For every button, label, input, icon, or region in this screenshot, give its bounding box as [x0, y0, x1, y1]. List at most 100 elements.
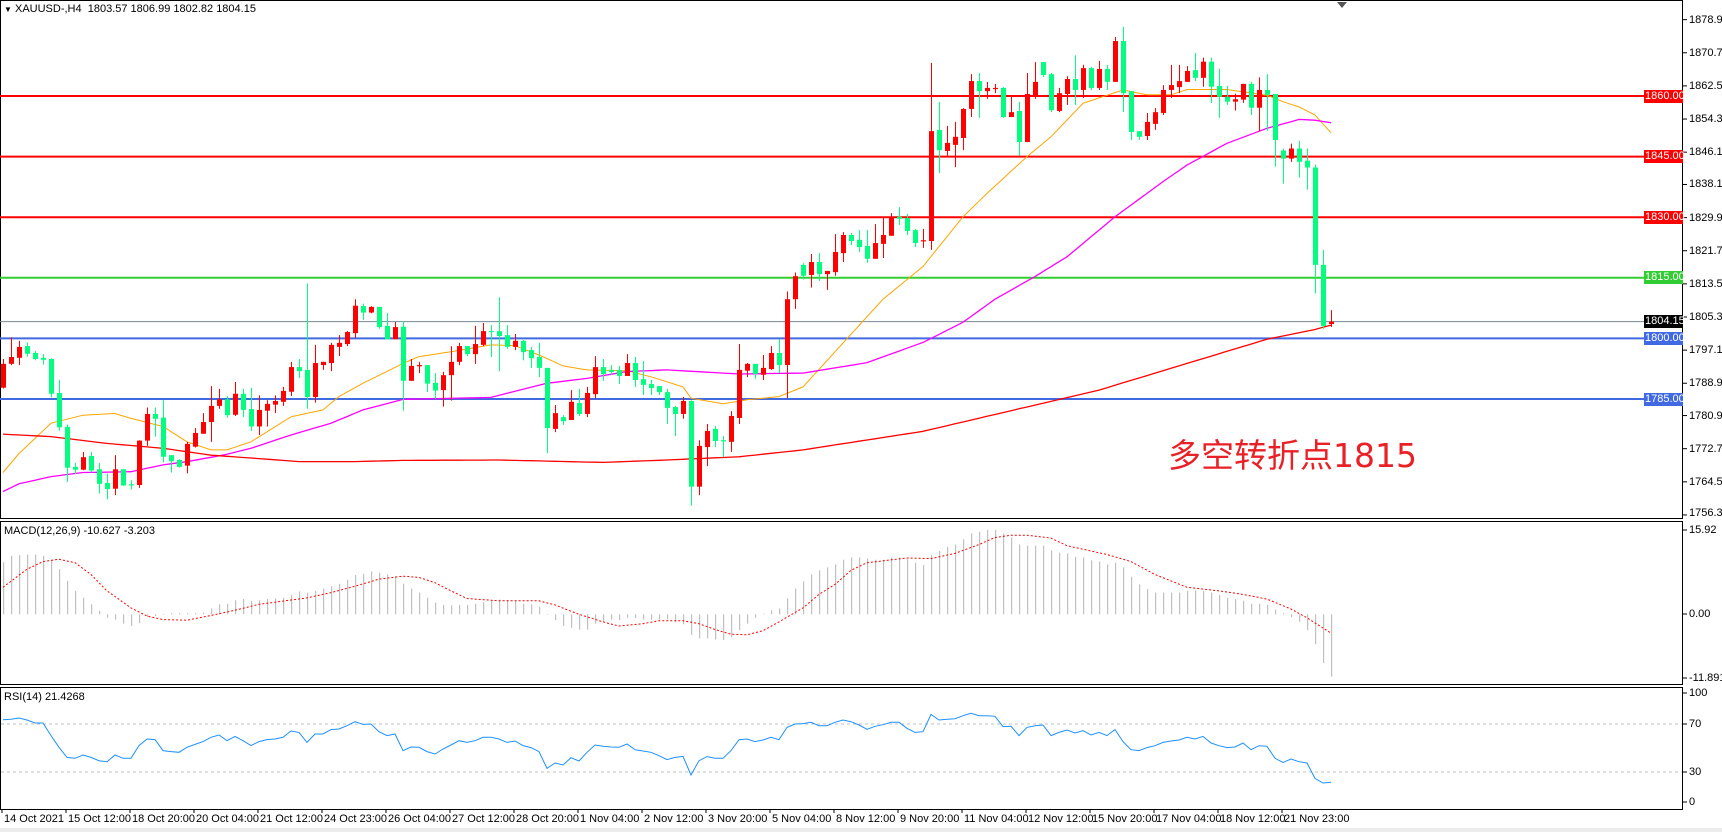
candle-body-bear: [65, 426, 70, 468]
candle-body-bear: [305, 369, 310, 397]
candle-body-bull: [449, 361, 454, 376]
candle: [681, 396, 686, 419]
macd-histogram-bar: [11, 555, 13, 615]
collapse-triangle-icon[interactable]: ▼: [4, 5, 12, 14]
time-tick-label: 21 Nov 23:00: [1284, 813, 1350, 825]
candle-body-bull: [961, 108, 966, 139]
candle-body-bull: [737, 369, 742, 418]
macd-histogram-bar: [1235, 599, 1237, 615]
time-tick-label: 27 Oct 12:00: [452, 813, 515, 825]
macd-histogram-bar: [1259, 603, 1261, 615]
macd-histogram-bar: [1243, 600, 1245, 615]
macd-histogram-bar: [1283, 613, 1285, 615]
candle-body-bear: [153, 413, 158, 419]
candle: [713, 426, 718, 448]
candle: [977, 72, 982, 118]
candle: [241, 388, 246, 418]
candle: [1161, 85, 1166, 115]
candle: [945, 125, 950, 156]
candle-body-bull: [481, 331, 486, 345]
candle: [1089, 66, 1094, 90]
candle-body-bull: [145, 413, 150, 441]
price-tick-label: 1756.30: [1689, 506, 1722, 519]
macd-histogram-bar: [75, 590, 77, 615]
chart-shift-marker-icon[interactable]: [1337, 2, 1347, 8]
candle: [1209, 57, 1214, 103]
macd-histogram-bar: [51, 559, 53, 615]
candle: [1233, 93, 1238, 111]
macd-plot: [2, 529, 1333, 677]
macd-histogram-bar: [139, 614, 141, 624]
candle: [345, 331, 350, 347]
candle-body-bear: [129, 484, 134, 486]
candle-body-bull: [289, 367, 294, 392]
candle: [313, 344, 318, 403]
candle: [41, 354, 46, 365]
candle: [865, 230, 870, 263]
bottom-strip: [0, 828, 1722, 832]
rsi-panel-frame: [0, 687, 1683, 810]
candle-body-bull: [185, 443, 190, 466]
candle: [449, 346, 454, 401]
macd-histogram-bar: [163, 614, 165, 615]
macd-histogram-bar: [867, 558, 869, 615]
candle-body-bear: [721, 440, 726, 442]
candle: [1, 359, 6, 389]
candle: [393, 321, 398, 340]
macd-histogram-bar: [1083, 557, 1085, 615]
candle-body-bear: [1321, 264, 1326, 326]
candle: [817, 253, 822, 282]
macd-histogram-bar: [243, 599, 245, 615]
macd-histogram-bar: [795, 588, 797, 615]
time-tick-label: 2 Nov 12:00: [644, 813, 704, 825]
candle: [833, 234, 838, 276]
macd-histogram-bar: [699, 614, 701, 639]
macd-histogram-bar: [811, 574, 813, 615]
candle: [49, 358, 54, 398]
candle-body-bull: [441, 375, 446, 391]
candle-body-bull: [761, 367, 766, 375]
macd-histogram-bar: [827, 567, 829, 615]
macd-histogram-bar: [427, 597, 429, 615]
macd-histogram-bar: [851, 557, 853, 615]
candle-body-bear: [497, 331, 502, 336]
macd-histogram-bar: [531, 604, 533, 615]
candle: [897, 207, 902, 225]
candle: [1289, 143, 1294, 162]
candle-body-bear: [1217, 85, 1222, 97]
candle: [289, 361, 294, 397]
candle-body-bear: [89, 455, 94, 471]
candle-body-bull: [929, 131, 934, 242]
candle: [937, 102, 942, 174]
candle: [473, 325, 478, 364]
macd-histogram-bar: [499, 599, 501, 615]
candle: [585, 386, 590, 418]
candle: [193, 428, 198, 448]
candle: [281, 386, 286, 406]
candle-body-bull: [1113, 41, 1118, 82]
candle-body-bear: [641, 379, 646, 385]
candle-body-bear: [849, 234, 854, 242]
candle-body-bear: [601, 367, 606, 374]
price-tick-label: 1829.90: [1689, 211, 1722, 224]
macd-histogram-bar: [347, 579, 349, 615]
candle-body-bear: [537, 356, 542, 368]
rsi-title: RSI(14) 21.4268: [4, 691, 85, 703]
candle: [873, 224, 878, 259]
candle: [321, 361, 326, 370]
rsi-tick-label: 30: [1689, 766, 1702, 778]
candle-body-bull: [705, 430, 710, 448]
macd-histogram-bar: [1003, 533, 1005, 615]
candle-body-bull: [1289, 148, 1294, 159]
candle-body-bull: [217, 399, 222, 406]
candle: [721, 436, 726, 458]
time-tick-label: 18 Nov 12:00: [1220, 813, 1286, 825]
candle: [161, 400, 166, 463]
candle-body-bear: [1249, 83, 1254, 108]
pivot-annotation: 多空转折点1815: [1168, 436, 1417, 475]
candle-body-bull: [1153, 112, 1158, 124]
price-tick-label: 1772.70: [1689, 442, 1722, 455]
macd-histogram-bar: [291, 594, 293, 615]
candle-body-bull: [993, 87, 998, 90]
